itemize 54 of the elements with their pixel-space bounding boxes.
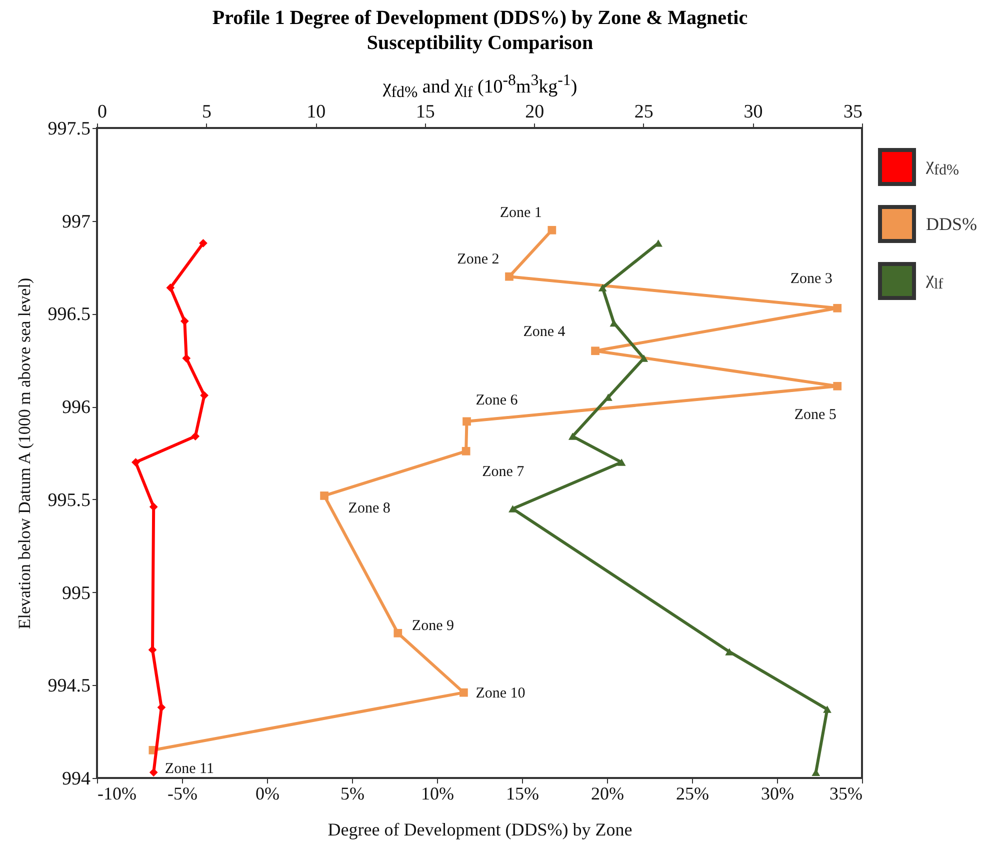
annotation: Zone 5 [794,407,836,424]
x-tick-label: 5% [340,784,364,804]
point [833,382,842,390]
point [320,492,328,500]
x-tick-label: 20% [591,784,624,804]
x2-tick-label: 15 [416,102,435,122]
legend-label: DDS% [926,214,978,234]
y-tick-label: 996.5 [48,304,90,326]
y-tick-label: 996 [62,397,90,418]
x-tick-label: 10% [421,784,454,804]
x2-tick-label: 30 [744,102,763,122]
y-tick-label: 995.5 [48,490,90,511]
point [591,346,600,356]
annotation: Zone 7 [482,464,525,480]
x2-tick-label: 10 [306,102,326,122]
annotation: Zone 11 [164,761,214,778]
x-tick-label: 35% [830,784,862,804]
point [460,688,468,697]
x2-tick-label: 0 [98,102,107,122]
legend-label: χ$_{lf}$ [926,268,944,294]
chart-title: Profile 1 Degree of Development (DDS%) by Zone & Magnetic Susceptibility Comparison [211,6,749,56]
text: χ$_{fd%}$ and χ$_{lf}$ (10$^{-8}$m$^{3}$kg$^{-1}$) [382,72,578,102]
y-tick-label: 994.5 [48,676,90,697]
y-tick-label: 994 [62,768,91,790]
y-tick-label: 997 [62,211,90,232]
y-axis-title: Elevation below Datum A (1000 m above sea level) [14,278,34,630]
legend-label: χ$_{fd%}$ [926,154,959,180]
x2-tick-label: 20 [525,102,544,122]
x2-tick-label: 35 [844,102,862,122]
annotation: Zone 3 [790,271,832,288]
point [462,417,471,426]
x-axis-title: Degree of Development (DDS%) by Zone [328,820,632,840]
x-tick-label: -5% [168,784,198,804]
x2-tick-label: 5 [202,102,212,122]
x-tick-label: 15% [506,784,539,804]
annotation: Zone 9 [412,618,454,634]
annotation: Zone 4 [523,324,566,340]
annotation: Zone 10 [476,686,526,702]
point [394,628,402,638]
x2-tick-label: 25 [634,102,654,122]
y-tick-label: 995 [62,582,90,604]
y-tick-label: 997.5 [48,118,90,140]
point [548,226,556,234]
annotation: Zone 6 [476,392,518,408]
point [462,446,470,456]
point [505,272,514,281]
x-tick-label: 25% [676,784,709,804]
point [833,304,842,312]
annotation: Zone 8 [348,500,390,517]
annotation: Zone 2 [457,252,500,268]
annotation: Zone 1 [500,205,542,222]
x-tick-label: -10% [98,784,136,804]
x-tick-label: 30% [761,784,794,804]
x-tick-label: 0% [256,784,280,804]
